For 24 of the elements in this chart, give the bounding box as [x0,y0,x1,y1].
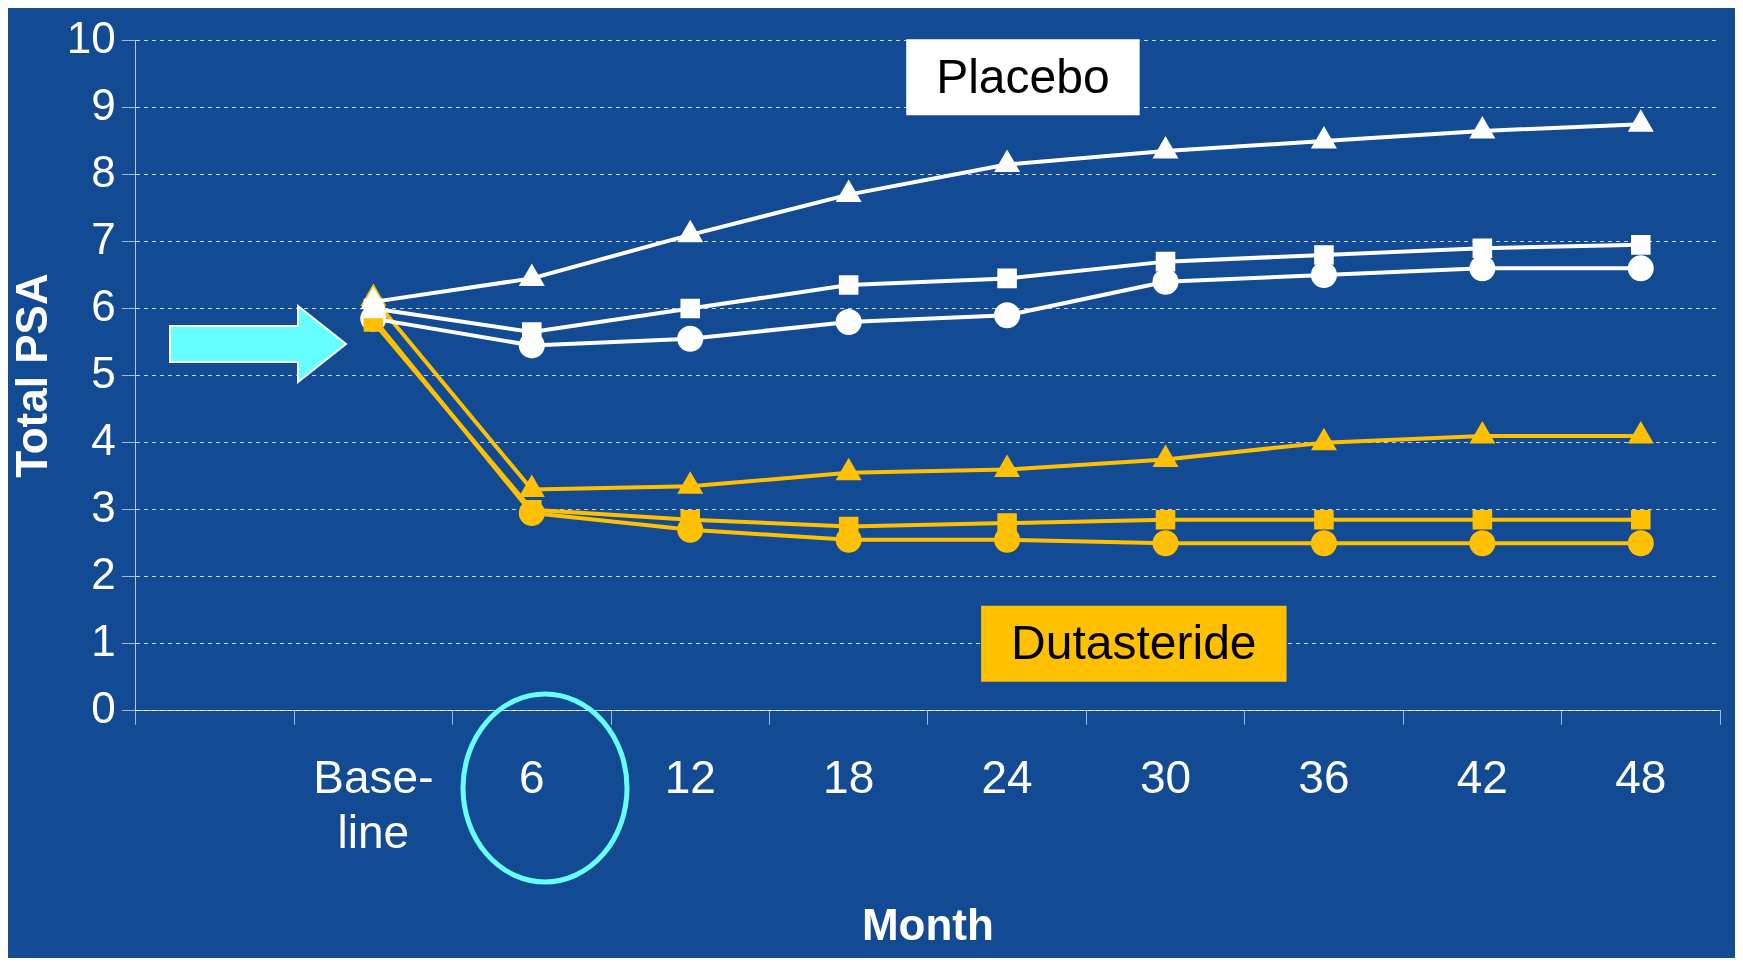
y-tick-label: 10 [66,12,116,62]
y-tick-label: 6 [91,280,116,330]
y-tick-label: 5 [91,347,116,397]
annotation: Dutasteride [1011,615,1257,669]
y-tick-label: 0 [91,682,116,732]
x-tick-label: 12 [664,751,716,804]
x-tick-label: 30 [1139,751,1192,804]
y-tick-label: 1 [91,615,116,665]
y-tick-label: 4 [91,414,116,464]
x-tick-label: 48 [1615,751,1667,804]
annotation: Placebo [936,49,1110,103]
x-tick-label: 18 [823,751,875,804]
x-tick-label: Base- line [313,751,434,859]
x-tick-label: 24 [981,751,1033,804]
y-tick-label: 7 [91,213,116,263]
x-tick-label: 6 [519,751,545,804]
y-tick-label: 3 [91,481,116,531]
y-tick-label: 8 [91,146,116,196]
y-tick-label: 2 [91,548,116,598]
y-tick-label: 9 [91,79,116,129]
x-tick-label: 36 [1298,751,1350,804]
x-axis-title: Month [861,899,994,949]
x-tick-label: 42 [1456,751,1508,804]
y-axis-title: Total PSA [6,273,56,478]
